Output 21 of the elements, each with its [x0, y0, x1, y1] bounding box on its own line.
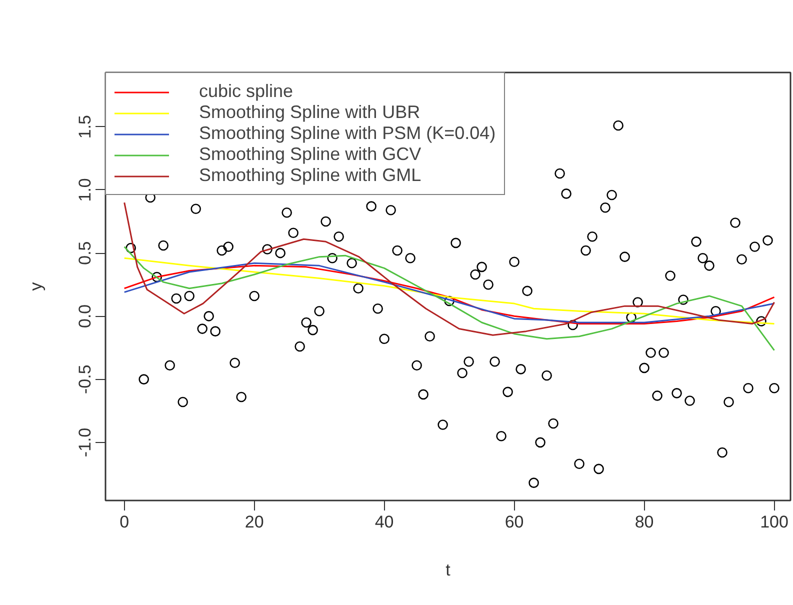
x-tick-label: 60: [504, 512, 524, 532]
legend-label: cubic spline: [199, 81, 294, 102]
x-tick-label: 0: [120, 512, 130, 532]
x-tick-label: 80: [634, 512, 654, 532]
y-axis-title: y: [26, 282, 46, 291]
y-tick-label: 1.0: [76, 178, 94, 202]
x-axis-title: t: [446, 560, 451, 580]
x-tick-label: 20: [244, 512, 264, 532]
y-tick-label: -0.5: [76, 364, 94, 394]
y-tick-label: 0.5: [76, 241, 94, 265]
x-tick-label: 40: [374, 512, 394, 532]
legend-label: Smoothing Spline with UBR: [199, 102, 420, 123]
line-series: [124, 246, 775, 352]
line-series: [124, 202, 775, 336]
x-tick-label: 100: [760, 512, 788, 532]
y-tick-label: 0.0: [76, 304, 94, 328]
y-tick-label: 1.5: [76, 114, 94, 139]
legend-label: Smoothing Spline with GCV: [199, 144, 422, 165]
legend-label: Smoothing Spline with GML: [199, 165, 422, 186]
y-tick-label: -1.0: [76, 428, 94, 458]
legend-label: Smoothing Spline with PSM (K=0.04): [199, 123, 496, 144]
